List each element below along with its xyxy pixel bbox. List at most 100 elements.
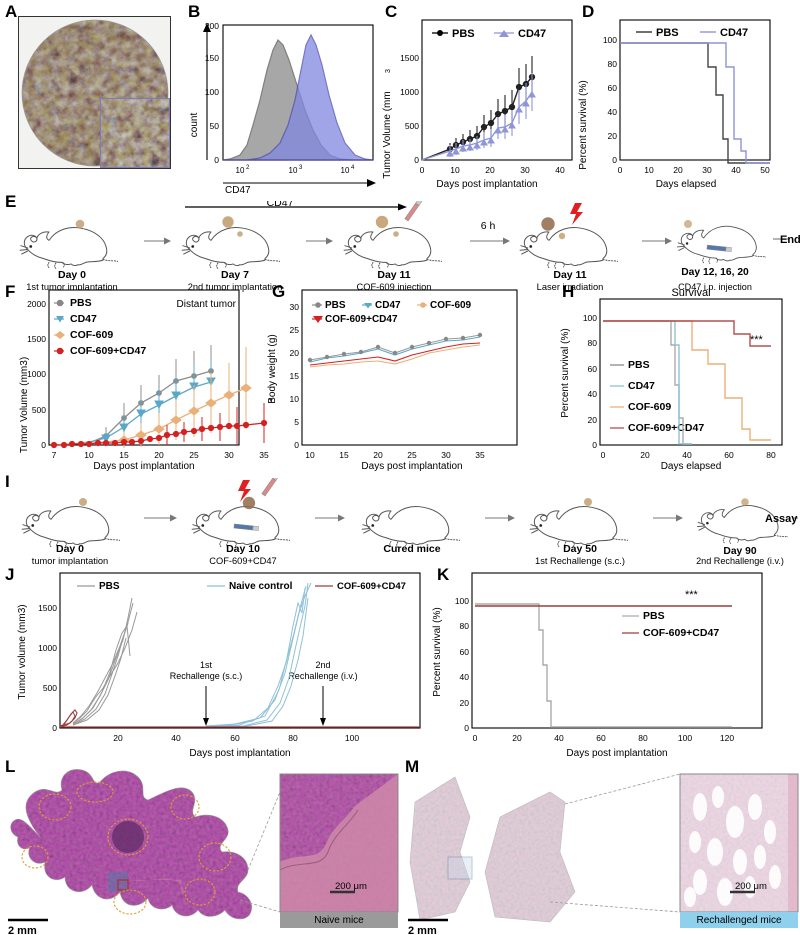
svg-text:Naive control: Naive control: [229, 581, 293, 592]
svg-text:2 mm: 2 mm: [408, 925, 437, 935]
svg-text:40: 40: [554, 733, 564, 743]
svg-text:10: 10: [289, 166, 298, 175]
svg-text:80: 80: [460, 621, 470, 631]
svg-text:Day 11: Day 11: [553, 269, 586, 281]
svg-text:1500: 1500: [27, 334, 46, 344]
svg-text:Days elapsed: Days elapsed: [661, 461, 722, 472]
svg-text:15: 15: [339, 450, 349, 460]
svg-text:80: 80: [288, 733, 298, 743]
svg-text:0: 0: [41, 440, 46, 450]
svg-text:60: 60: [608, 83, 618, 93]
svg-text:Day 0: Day 0: [58, 269, 86, 281]
svg-text:PBS: PBS: [99, 581, 120, 592]
svg-text:Day 12, 16, 20: Day 12, 16, 20: [681, 267, 749, 278]
svg-text:Cured mice: Cured mice: [383, 543, 440, 555]
svg-text:Day 7: Day 7: [221, 269, 249, 281]
svg-text:0: 0: [464, 723, 469, 733]
svg-text:20: 20: [608, 131, 618, 141]
svg-text:1st: 1st: [200, 660, 213, 670]
svg-text:6 h: 6 h: [481, 220, 496, 232]
svg-text:Rechallenge (i.v.): Rechallenge (i.v.): [288, 671, 357, 681]
svg-text:COF-609+CD47: COF-609+CD47: [70, 345, 146, 357]
svg-text:PBS: PBS: [643, 610, 665, 622]
svg-text:200 μm: 200 μm: [735, 881, 767, 892]
svg-text:2nd Rechallenge (i.v.): 2nd Rechallenge (i.v.): [696, 556, 784, 566]
svg-text:100: 100: [678, 733, 692, 743]
svg-text:200: 200: [205, 21, 219, 31]
svg-text:50: 50: [210, 121, 220, 131]
svg-text:Rechallenged mice: Rechallenged mice: [696, 915, 781, 926]
svg-text:40: 40: [731, 165, 741, 175]
svg-text:40: 40: [608, 107, 618, 117]
svg-text:10: 10: [341, 166, 350, 175]
svg-text:100: 100: [205, 87, 219, 97]
svg-text:Days elapsed: Days elapsed: [656, 179, 717, 190]
svg-text:150: 150: [205, 53, 219, 63]
svg-text:20: 20: [460, 698, 470, 708]
svg-text:CD47: CD47: [720, 27, 748, 39]
svg-text:30: 30: [520, 165, 530, 175]
svg-text:1st Rechallenge (s.c.): 1st Rechallenge (s.c.): [535, 556, 625, 566]
svg-text:20: 20: [373, 450, 383, 460]
svg-text:100: 100: [455, 596, 469, 606]
svg-text:CD47: CD47: [518, 28, 546, 40]
svg-text:10: 10: [305, 450, 315, 460]
svg-text:0: 0: [612, 155, 617, 165]
svg-text:0: 0: [52, 723, 57, 733]
svg-text:CD47: CD47: [225, 185, 251, 195]
svg-text:40: 40: [171, 733, 181, 743]
svg-text:CD47: CD47: [70, 313, 97, 325]
svg-text:100: 100: [583, 313, 597, 323]
svg-text:count: count: [189, 113, 200, 138]
svg-text:Days post implantation: Days post implantation: [93, 461, 194, 472]
svg-text:0: 0: [618, 165, 623, 175]
svg-text:COF-609: COF-609: [70, 329, 113, 341]
svg-text:30: 30: [290, 302, 300, 312]
svg-text:10: 10: [450, 165, 460, 175]
svg-text:7: 7: [52, 450, 57, 460]
svg-text:PBS: PBS: [325, 300, 346, 311]
svg-text:80: 80: [638, 733, 648, 743]
svg-text:500: 500: [32, 405, 46, 415]
svg-text:10: 10: [644, 165, 654, 175]
svg-text:COF-609+CD47: COF-609+CD47: [209, 556, 276, 566]
svg-text:500: 500: [43, 683, 57, 693]
svg-text:15: 15: [290, 371, 300, 381]
svg-text:1500: 1500: [38, 603, 57, 613]
svg-text:20: 20: [290, 348, 300, 358]
svg-text:***: ***: [685, 589, 699, 601]
svg-text:35: 35: [475, 450, 485, 460]
svg-text:COF-609: COF-609: [430, 300, 472, 311]
svg-text:4: 4: [351, 165, 355, 171]
svg-text:10: 10: [290, 394, 300, 404]
svg-text:0: 0: [601, 450, 606, 460]
svg-text:30: 30: [702, 165, 712, 175]
svg-text:200 μm: 200 μm: [335, 881, 367, 892]
svg-text:Days post implantation: Days post implantation: [189, 748, 290, 759]
svg-text:0: 0: [294, 440, 299, 450]
svg-text:Survival: Survival: [671, 287, 710, 299]
svg-text:Days post implantation: Days post implantation: [436, 179, 537, 190]
svg-text:End: End: [780, 234, 800, 246]
svg-text:Day 0: Day 0: [56, 543, 84, 555]
svg-text:30: 30: [224, 450, 234, 460]
svg-text:PBS: PBS: [656, 27, 679, 39]
svg-text:40: 40: [682, 450, 692, 460]
svg-text:CD47: CD47: [375, 300, 401, 311]
svg-text:Tumor Volume (mm: Tumor Volume (mm: [382, 91, 393, 178]
svg-text:PBS: PBS: [628, 359, 650, 371]
svg-text:60: 60: [230, 733, 240, 743]
svg-text:1000: 1000: [27, 369, 46, 379]
svg-text:100: 100: [345, 733, 359, 743]
svg-text:tumor implantation: tumor implantation: [32, 556, 108, 566]
svg-text:Day 11: Day 11: [377, 269, 410, 281]
svg-text:5: 5: [294, 417, 299, 427]
svg-text:1000: 1000: [38, 643, 57, 653]
svg-text:PBS: PBS: [70, 297, 92, 309]
svg-text:0: 0: [214, 155, 219, 165]
svg-text:COF-609+CD47: COF-609+CD47: [643, 627, 719, 639]
svg-text:80: 80: [608, 59, 618, 69]
svg-text:80: 80: [588, 338, 598, 348]
svg-text:20: 20: [485, 165, 495, 175]
svg-text:***: ***: [750, 334, 764, 346]
